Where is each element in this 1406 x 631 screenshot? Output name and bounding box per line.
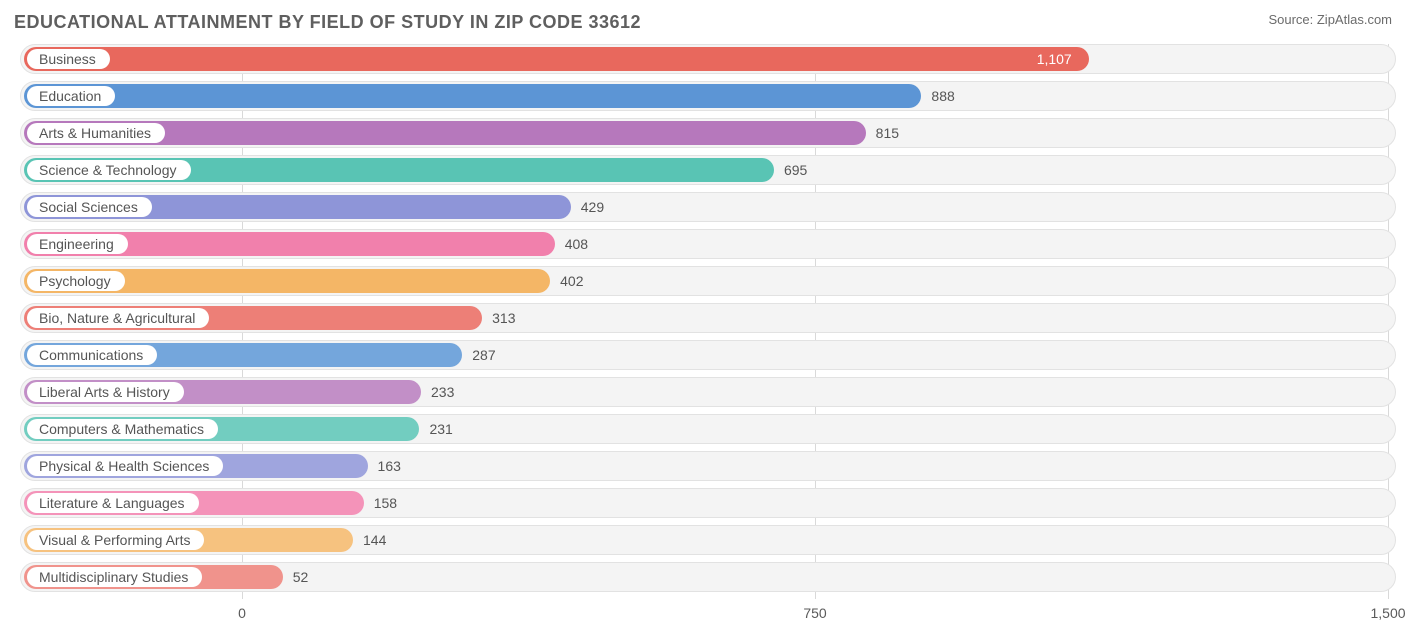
- bar-track: Liberal Arts & History 233: [20, 377, 1396, 407]
- category-pill: Physical & Health Sciences: [27, 456, 223, 476]
- category-pill: Social Sciences: [27, 197, 152, 217]
- bar-track: Social Sciences 429: [20, 192, 1396, 222]
- bar-track: Visual & Performing Arts 144: [20, 525, 1396, 555]
- x-tick: 0: [238, 605, 246, 621]
- category-pill: Literature & Languages: [27, 493, 199, 513]
- bar-track: Multidisciplinary Studies 52: [20, 562, 1396, 592]
- category-pill: Education: [27, 86, 115, 106]
- category-pill: Communications: [27, 345, 157, 365]
- category-pill: Science & Technology: [27, 160, 191, 180]
- value-label: 144: [353, 526, 386, 554]
- bar-track: Psychology 402: [20, 266, 1396, 296]
- bar-track: Education 888: [20, 81, 1396, 111]
- category-pill: Arts & Humanities: [27, 123, 165, 143]
- value-label: 287: [462, 341, 495, 369]
- value-label: 429: [571, 193, 604, 221]
- chart-area: Business1,107Education888Arts & Humaniti…: [14, 44, 1392, 627]
- value-label: 402: [550, 267, 583, 295]
- x-tick: 1,500: [1370, 605, 1405, 621]
- bar-track: Arts & Humanities 815: [20, 118, 1396, 148]
- value-label: 888: [921, 82, 954, 110]
- value-label: 233: [421, 378, 454, 406]
- bar-track: Science & Technology 695: [20, 155, 1396, 185]
- chart-plot: Business1,107 Education 888 Arts & Humaniti…: [20, 44, 1396, 599]
- value-label: 158: [364, 489, 397, 517]
- category-pill: Visual & Performing Arts: [27, 530, 204, 550]
- bar-track: Bio, Nature & Agricultural 313: [20, 303, 1396, 333]
- value-label: 313: [482, 304, 515, 332]
- category-pill: Liberal Arts & History: [27, 382, 184, 402]
- category-pill: Computers & Mathematics: [27, 419, 218, 439]
- category-pill: Engineering: [27, 234, 128, 254]
- bar-track: Computers & Mathematics 231: [20, 414, 1396, 444]
- bar-track: Physical & Health Sciences 163: [20, 451, 1396, 481]
- chart-container: EDUCATIONAL ATTAINMENT BY FIELD OF STUDY…: [0, 0, 1406, 631]
- value-label: 231: [419, 415, 452, 443]
- chart-source: Source: ZipAtlas.com: [1268, 12, 1392, 27]
- value-label: 815: [866, 119, 899, 147]
- bar-track: Engineering 408: [20, 229, 1396, 259]
- value-label: 1,107: [24, 45, 1086, 73]
- x-axis: 07501,500: [20, 601, 1396, 627]
- bar-track: Literature & Languages 158: [20, 488, 1396, 518]
- chart-title: EDUCATIONAL ATTAINMENT BY FIELD OF STUDY…: [14, 12, 641, 33]
- bar-track: Business1,107: [20, 44, 1396, 74]
- value-label: 52: [283, 563, 309, 591]
- x-tick: 750: [803, 605, 826, 621]
- category-pill: Bio, Nature & Agricultural: [27, 308, 209, 328]
- bar: [24, 84, 921, 108]
- bar-track: Communications 287: [20, 340, 1396, 370]
- category-pill: Psychology: [27, 271, 125, 291]
- value-label: 408: [555, 230, 588, 258]
- value-label: 695: [774, 156, 807, 184]
- chart-header: EDUCATIONAL ATTAINMENT BY FIELD OF STUDY…: [14, 12, 1392, 40]
- value-label: 163: [368, 452, 401, 480]
- category-pill: Multidisciplinary Studies: [27, 567, 202, 587]
